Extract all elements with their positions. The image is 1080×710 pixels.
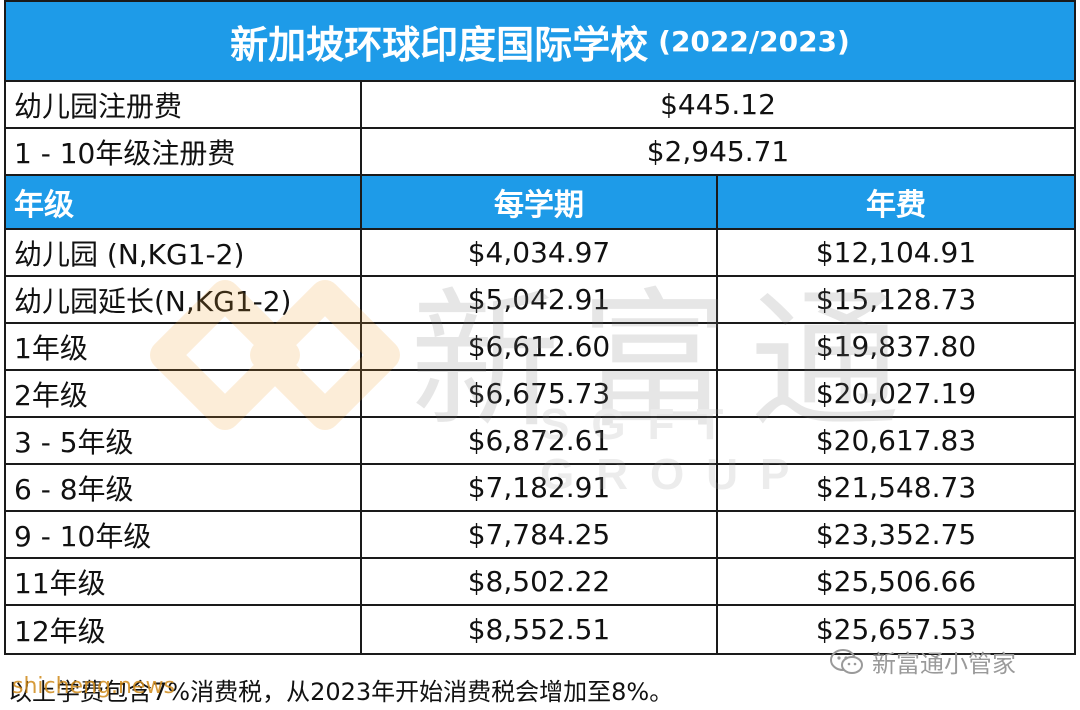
column-header-row: 年级 每学期 年费 [6, 176, 1074, 230]
registration-value: $2,945.71 [646, 135, 790, 168]
wechat-account-name: 新富通小管家 [872, 650, 1016, 678]
registration-row-grades: 1 - 10年级注册费 $2,945.71 [6, 129, 1074, 176]
column-header-grade: 年级 [6, 176, 362, 228]
annual-fee-cell: $20,027.19 [815, 377, 977, 410]
annual-fee-cell: $19,837.80 [815, 330, 977, 363]
term-fee-cell: $6,612.60 [362, 324, 718, 369]
term-fee-cell: $7,182.91 [362, 465, 718, 510]
annual-fee-cell: $23,352.75 [815, 518, 977, 551]
table-row: 2年级 $6,675.73 $20,027.19 [6, 371, 1074, 418]
table-row: 幼儿园 (N,KG1-2) $4,034.97 $12,104.91 [6, 230, 1074, 277]
term-fee-cell: $8,502.22 [362, 559, 718, 604]
wechat-account: 新富通小管家 [830, 644, 1016, 679]
table-row: 11年级 $8,502.22 $25,506.66 [6, 559, 1074, 606]
footnote: 以上学费包含7%消费税，从2023年开始消费税会增加至8%。 [8, 678, 674, 706]
registration-label: 幼儿园注册费 [6, 82, 362, 127]
grade-cell: 12年级 [6, 606, 362, 653]
grade-cell: 幼儿园延长(N,KG1-2) [6, 277, 362, 322]
table-title: 新加坡环球印度国际学校 [230, 22, 649, 67]
grade-cell: 幼儿园 (N,KG1-2) [6, 230, 362, 275]
table-title-bar: 新加坡环球印度国际学校 (2022/2023) [6, 2, 1074, 82]
table-row: 3 - 5年级 $6,872.61 $20,617.83 [6, 418, 1074, 465]
grade-cell: 9 - 10年级 [6, 512, 362, 557]
annual-fee-cell: $25,506.66 [815, 565, 977, 598]
table-row: 幼儿园延长(N,KG1-2) $5,042.91 $15,128.73 [6, 277, 1074, 324]
table-title-year: (2022/2023) [658, 24, 850, 58]
grade-cell: 11年级 [6, 559, 362, 604]
annual-fee-cell: $12,104.91 [815, 236, 977, 269]
table-row: 12年级 $8,552.51 $25,657.53 [6, 606, 1074, 653]
annual-fee-cell: $21,548.73 [815, 471, 977, 504]
column-header-term: 每学期 [362, 176, 718, 228]
wechat-icon [830, 648, 863, 674]
grade-cell: 2年级 [6, 371, 362, 416]
term-fee-cell: $6,675.73 [362, 371, 718, 416]
term-fee-cell: $7,784.25 [362, 512, 718, 557]
registration-row-kindergarten: 幼儿园注册费 $445.12 [6, 82, 1074, 129]
term-fee-cell: $5,042.91 [362, 277, 718, 322]
table-row: 1年级 $6,612.60 $19,837.80 [6, 324, 1074, 371]
term-fee-cell: $8,552.51 [362, 606, 718, 653]
column-header-annual: 年费 [866, 188, 926, 223]
term-fee-cell: $4,034.97 [362, 230, 718, 275]
grade-cell: 1年级 [6, 324, 362, 369]
term-fee-cell: $6,872.61 [362, 418, 718, 463]
registration-value: $445.12 [660, 88, 776, 121]
grade-cell: 6 - 8年级 [6, 465, 362, 510]
grade-cell: 3 - 5年级 [6, 418, 362, 463]
registration-label: 1 - 10年级注册费 [6, 129, 362, 174]
table-row: 9 - 10年级 $7,784.25 $23,352.75 [6, 512, 1074, 559]
annual-fee-cell: $20,617.83 [815, 424, 977, 457]
fee-table: 新加坡环球印度国际学校 (2022/2023) 幼儿园注册费 $445.12 1… [4, 0, 1076, 655]
source-watermark: shicheng.news [12, 674, 175, 699]
table-row: 6 - 8年级 $7,182.91 $21,548.73 [6, 465, 1074, 512]
annual-fee-cell: $15,128.73 [815, 283, 977, 316]
annual-fee-cell: $25,657.53 [815, 613, 977, 646]
